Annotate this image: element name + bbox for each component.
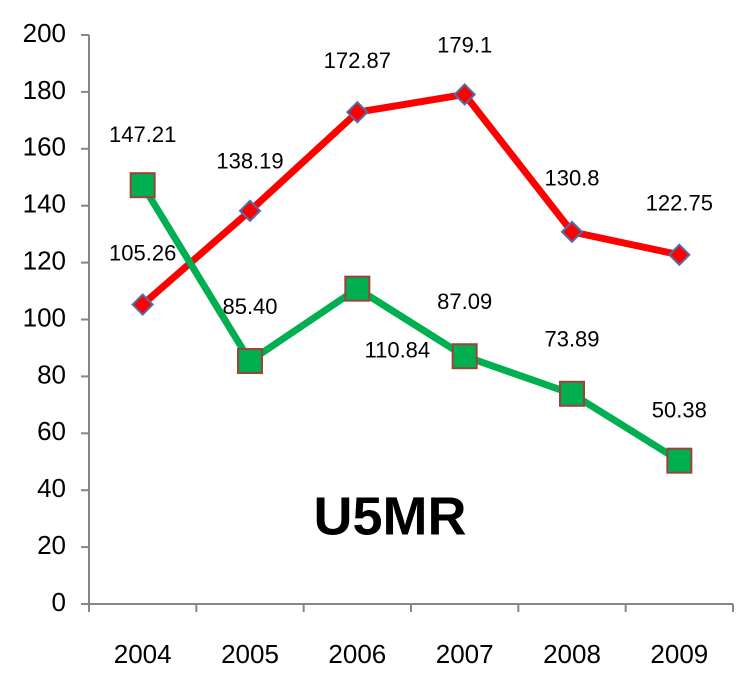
y-tick-label: 20 — [37, 530, 66, 560]
data-label: 179.1 — [437, 32, 492, 57]
data-label: 138.19 — [216, 149, 283, 174]
chart-title: U5MR — [313, 486, 466, 546]
y-tick-label: 0 — [52, 587, 66, 617]
marker — [666, 447, 693, 474]
marker — [560, 220, 584, 244]
y-tick-label: 100 — [23, 302, 66, 332]
marker — [667, 243, 691, 267]
y-tick-label: 140 — [23, 189, 66, 219]
data-label: 85.40 — [222, 294, 277, 319]
data-label: 50.38 — [652, 397, 707, 422]
y-tick-label: 200 — [23, 18, 66, 48]
data-label: 147.21 — [109, 122, 176, 147]
data-label: 122.75 — [646, 191, 713, 216]
data-label: 130.8 — [544, 166, 599, 191]
x-tick-label: 2004 — [114, 639, 172, 669]
y-tick-label: 80 — [37, 359, 66, 389]
marker — [559, 380, 585, 407]
marker — [345, 100, 369, 124]
x-tick-label: 2006 — [328, 639, 386, 669]
marker — [237, 348, 263, 375]
marker — [344, 275, 371, 302]
x-tick-label: 2009 — [650, 639, 708, 669]
y-tick-label: 160 — [23, 132, 66, 162]
marker — [131, 293, 155, 316]
marker — [451, 343, 478, 370]
data-label: 73.89 — [544, 327, 599, 352]
x-tick-label: 2007 — [436, 639, 494, 669]
y-tick-label: 40 — [37, 473, 66, 503]
data-label: 110.84 — [365, 337, 431, 362]
marker — [453, 83, 477, 106]
marker — [129, 172, 156, 199]
data-label: 105.26 — [109, 240, 176, 265]
y-tick-label: 120 — [23, 245, 66, 275]
series-line — [140, 90, 681, 308]
data-label: 172.87 — [324, 48, 391, 73]
data-label: 87.09 — [437, 289, 492, 314]
x-tick-label: 2008 — [543, 639, 601, 669]
x-tick-label: 2005 — [221, 639, 279, 669]
y-tick-label: 60 — [37, 416, 66, 446]
series-line — [139, 183, 682, 464]
marker — [238, 199, 262, 223]
y-tick-label: 180 — [23, 75, 66, 105]
